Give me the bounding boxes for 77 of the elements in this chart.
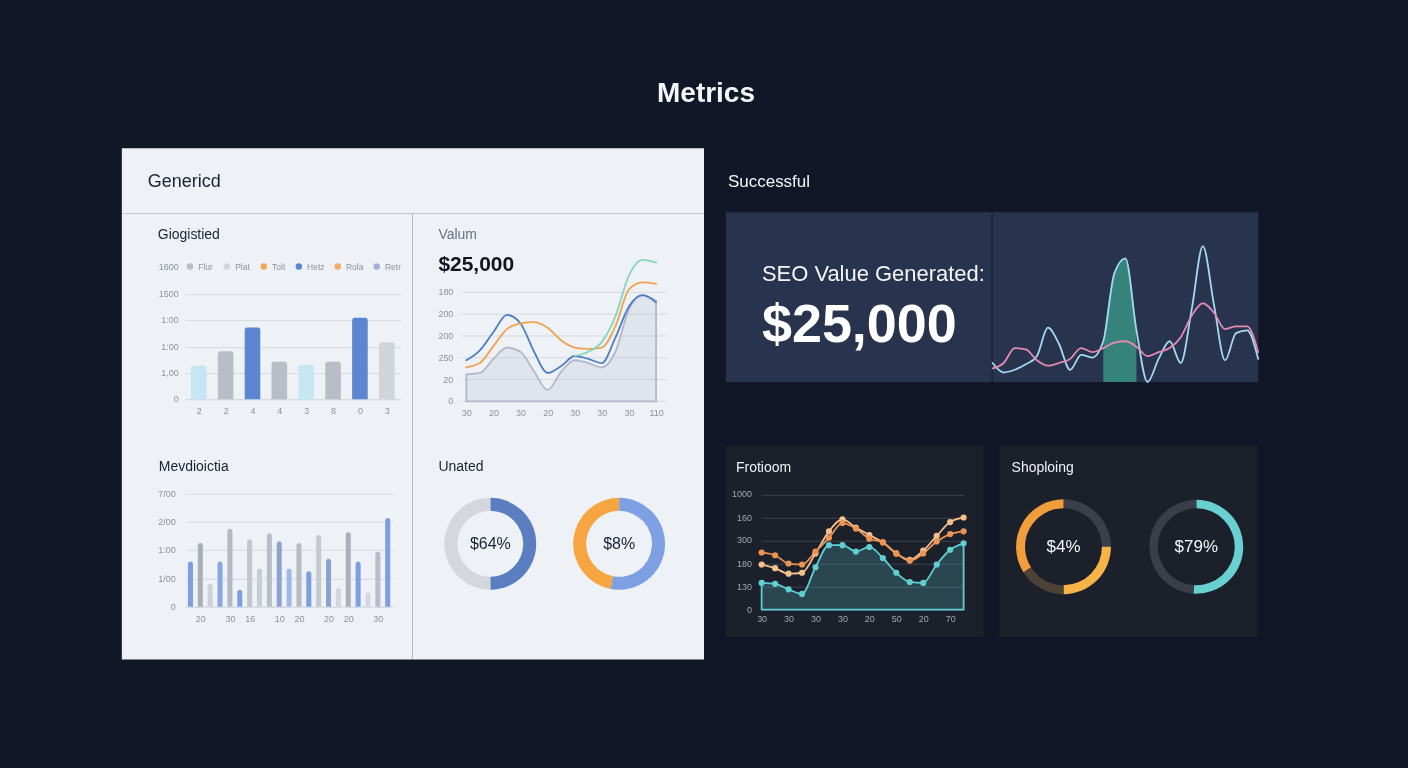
text: 180 [736,558,752,569]
chart-title: Valum [438,226,477,243]
x-tick-label: 8 [331,406,337,417]
text: 130 [736,581,752,592]
x-tick-label: 70 [945,614,956,625]
legend-label: Flur [198,261,213,272]
x-tick-label: 10 [274,613,285,624]
text: 1:00 [158,545,176,556]
text: 200 [438,330,454,341]
text: 0 [173,394,179,405]
text: 1/00 [158,573,176,584]
text: $8% [603,534,636,552]
x-tick-label: 20 [488,407,499,418]
x-tick-label: 30 [597,407,608,418]
text: 1600 [158,262,179,273]
legend-label: Retr [384,261,402,272]
chart-title: Frotioom [735,458,792,475]
text: 250 [438,352,454,363]
legend-label: Plat [235,261,251,272]
text: Genericd [147,171,221,192]
text: 1000 [731,489,752,500]
x-tick-label: 30 [516,407,527,418]
text: 0 [746,604,752,615]
x-tick-label: 30 [624,407,635,418]
legend-label: Rola [346,261,364,272]
x-tick-label: 20 [918,614,929,625]
text: 1:00 [161,341,179,352]
chart-title: Giogistied [157,226,220,243]
x-tick-label: 30 [373,613,384,624]
text: 0 [170,601,176,612]
x-tick-label: 30 [461,407,472,418]
text: 1500 [158,288,179,299]
x-tick-label: 20 [294,613,305,624]
text: 0 [448,396,454,407]
x-tick-label: 30 [757,614,768,625]
x-tick-label: 0 [357,406,363,417]
text: 1,00 [161,367,179,378]
text: $4% [1046,536,1081,556]
text: Metrics [657,77,755,109]
text: Successful [727,172,811,192]
x-tick-label: 20 [343,613,354,624]
text: $25,000 [761,293,957,354]
x-tick-label: 16 [245,613,256,624]
x-tick-label: 3 [384,406,390,417]
text: 300 [736,535,752,546]
chart-subtitle: $25,000 [438,252,515,276]
chart-title: Mevdioictia [158,457,229,474]
x-tick-label: 30 [811,614,821,625]
legend-label: Tolt [272,261,286,272]
x-tick-label: 110 [649,407,664,418]
x-tick-label: 20 [864,614,875,625]
x-tick-label: 20 [324,613,335,624]
x-tick-label: 2 [196,406,202,417]
x-tick-label: 30 [225,613,236,624]
chart-title: Shoploing [1011,458,1074,475]
text: SEO Value Generated: [761,261,985,287]
x-tick-label: 4 [277,406,283,417]
text: 160 [736,512,752,523]
x-tick-label: 30 [837,614,848,625]
text: 20 [443,374,454,385]
x-tick-label: 20 [195,613,206,624]
text: 7/00 [158,488,176,499]
x-tick-label: 30 [570,407,581,418]
text: $64% [469,534,511,552]
x-tick-label: 30 [784,614,795,625]
text: 180 [438,287,454,298]
chart-title: Unated [438,457,484,474]
x-tick-label: 3 [304,406,310,417]
text: 200 [438,309,454,320]
text: $79% [1174,536,1218,556]
x-tick-label: 20 [543,407,554,418]
legend-label: Hetz [307,261,325,272]
x-tick-label: 2 [223,406,229,417]
text: 1:00 [161,315,179,326]
x-tick-label: 50 [891,614,902,625]
text: 2/00 [158,516,176,527]
x-tick-label: 4 [250,406,256,417]
